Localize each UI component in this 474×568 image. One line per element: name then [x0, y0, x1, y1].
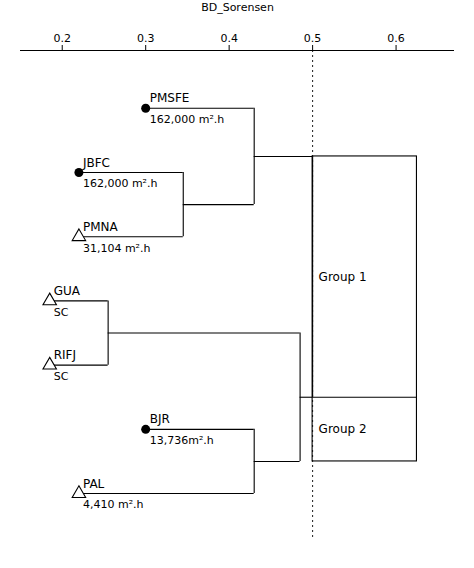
svg-text:JBFC: JBFC	[82, 156, 110, 170]
svg-text:RIFJ: RIFJ	[54, 348, 76, 362]
svg-text:162,000 m².h: 162,000 m².h	[150, 113, 225, 126]
svg-text:PMNA: PMNA	[83, 220, 119, 234]
svg-text:0.6: 0.6	[387, 32, 405, 45]
svg-text:PAL: PAL	[83, 477, 105, 491]
svg-text:0.3: 0.3	[137, 32, 155, 45]
svg-text:Group 1: Group 1	[319, 270, 367, 284]
svg-text:4,410 m².h: 4,410 m².h	[83, 498, 144, 511]
svg-text:BJR: BJR	[150, 412, 170, 426]
svg-text:BD_Sorensen: BD_Sorensen	[201, 1, 274, 14]
svg-text:13,736m².h: 13,736m².h	[150, 434, 214, 447]
svg-text:PMSFE: PMSFE	[150, 91, 190, 105]
svg-text:SC: SC	[54, 306, 69, 319]
svg-text:0.4: 0.4	[220, 32, 238, 45]
svg-text:0.2: 0.2	[53, 32, 71, 45]
svg-text:162,000 m².h: 162,000 m².h	[83, 177, 158, 190]
svg-text:0.5: 0.5	[304, 32, 322, 45]
svg-text:Group 2: Group 2	[319, 422, 367, 436]
svg-text:GUA: GUA	[54, 284, 81, 298]
svg-text:31,104 m².h: 31,104 m².h	[83, 242, 151, 255]
svg-text:SC: SC	[54, 370, 69, 383]
